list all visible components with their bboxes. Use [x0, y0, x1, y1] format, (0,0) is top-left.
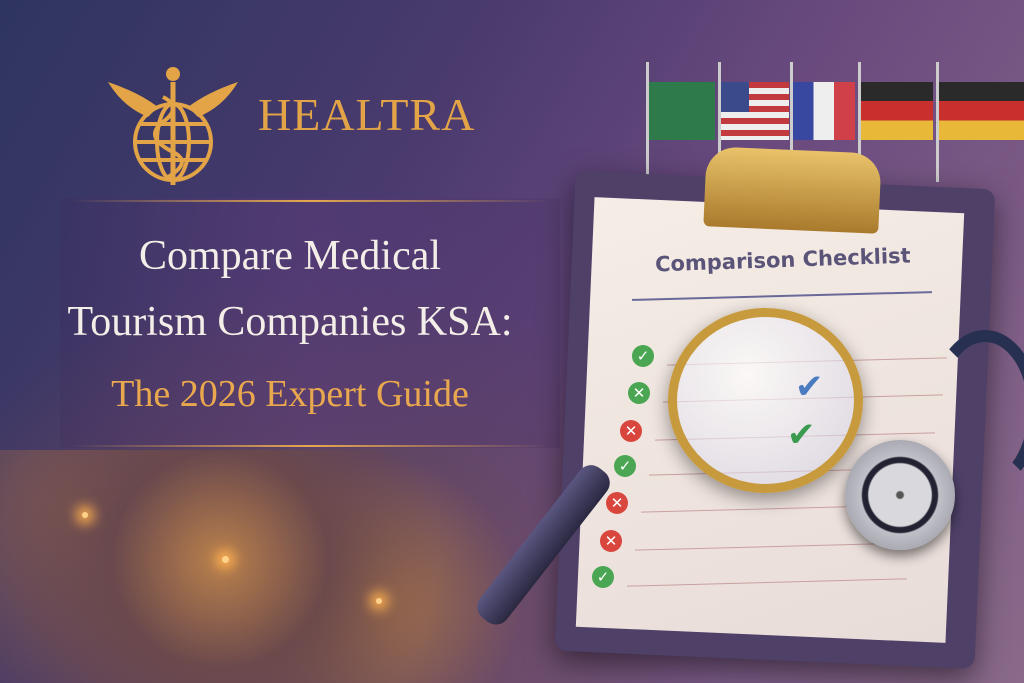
flag-france — [793, 82, 855, 140]
flag-pole — [858, 62, 861, 182]
flag-pole — [790, 62, 793, 182]
cross-circle-icon: ✕ — [620, 420, 642, 442]
city-light — [222, 556, 229, 563]
winged-caduceus-globe-icon — [108, 67, 238, 185]
world-map-night-lights — [0, 450, 560, 683]
divider — [70, 445, 550, 447]
city-light — [82, 512, 88, 518]
check-circle-icon: ✓ — [632, 345, 654, 367]
city-light — [376, 598, 382, 604]
flag-germany-variant — [861, 82, 933, 140]
check-circle-icon: ✓ — [614, 455, 636, 477]
brand-name: HEALTRA — [258, 89, 476, 140]
flag-pole — [718, 62, 721, 182]
flag-saudi-arabia — [649, 82, 715, 140]
divider — [70, 200, 550, 202]
check-circle-icon: ✓ — [592, 566, 614, 588]
headline-band — [60, 198, 560, 448]
headline-line-3: The 2026 Expert Guide — [111, 373, 469, 415]
check-icon: ✔ — [787, 415, 816, 455]
headline-line-2: Tourism Companies KSA: — [67, 299, 513, 345]
flag-pole — [936, 62, 939, 182]
headline-line-1: Compare Medical — [138, 233, 442, 279]
flag-germany — [939, 82, 1024, 140]
clipboard-clip — [703, 146, 882, 234]
check-circle-icon: ✕ — [628, 382, 650, 404]
check-icon: ✔ — [795, 367, 824, 407]
stethoscope-chestpiece — [845, 440, 955, 550]
flag-usa — [721, 82, 789, 140]
cross-circle-icon: ✕ — [606, 492, 628, 514]
flag-pole — [646, 62, 649, 182]
magnifying-glass: ✔ ✔ — [668, 308, 863, 493]
cross-circle-icon: ✕ — [600, 530, 622, 552]
